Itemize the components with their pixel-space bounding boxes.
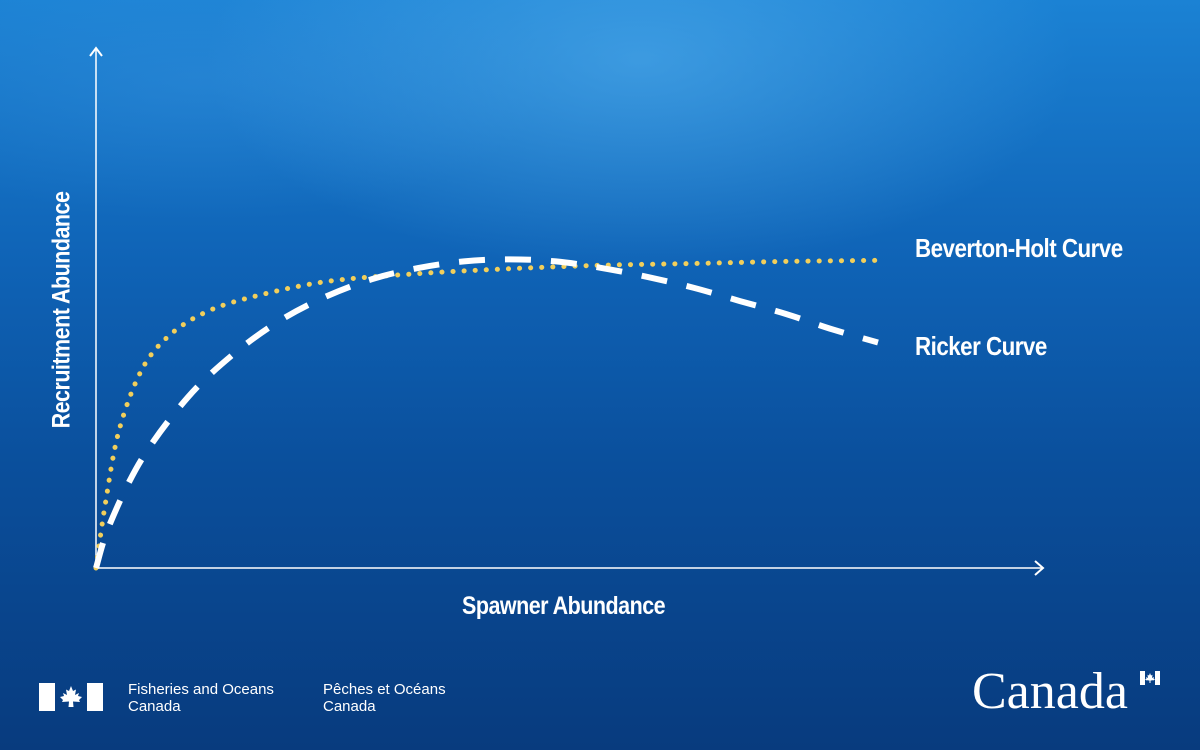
beverton-holt-label: Beverton-Holt Curve	[915, 233, 1123, 263]
y-axis-label: Recruitment Abundance	[47, 191, 76, 429]
dept-en-line2: Canada	[128, 698, 181, 715]
y-axis-arrow-icon	[89, 46, 103, 57]
dept-fr-line2: Canada	[323, 698, 376, 715]
department-name-french: Pêches et Océans Canada	[323, 681, 446, 715]
x-axis-label: Spawner Abundance	[462, 592, 666, 620]
wordmark-flag-icon	[1140, 671, 1160, 685]
ricker-curve	[93, 256, 879, 569]
x-axis-arrow-icon	[1034, 560, 1045, 576]
canada-wordmark: Canada	[972, 663, 1128, 720]
dept-en-line1: Fisheries and Oceans	[128, 681, 274, 698]
department-name-english: Fisheries and Oceans Canada	[128, 681, 274, 715]
ricker-label: Ricker Curve	[915, 331, 1047, 361]
beverton-holt-curve	[93, 257, 881, 571]
dept-fr-line1: Pêches et Océans	[323, 681, 446, 698]
canada-flag-icon	[39, 683, 103, 711]
